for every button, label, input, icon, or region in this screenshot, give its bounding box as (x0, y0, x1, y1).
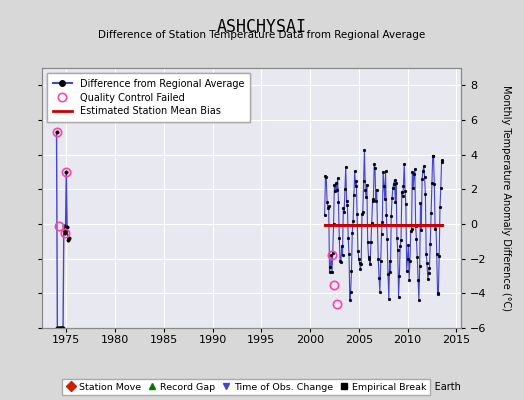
Text: Berkeley Earth: Berkeley Earth (389, 382, 461, 392)
Legend: Difference from Regional Average, Quality Control Failed, Estimated Station Mean: Difference from Regional Average, Qualit… (47, 73, 250, 122)
Text: Difference of Station Temperature Data from Regional Average: Difference of Station Temperature Data f… (99, 30, 425, 40)
Text: ASHCHYSAI: ASHCHYSAI (217, 18, 307, 36)
Legend: Station Move, Record Gap, Time of Obs. Change, Empirical Break: Station Move, Record Gap, Time of Obs. C… (62, 379, 430, 395)
Y-axis label: Monthly Temperature Anomaly Difference (°C): Monthly Temperature Anomaly Difference (… (500, 85, 510, 311)
